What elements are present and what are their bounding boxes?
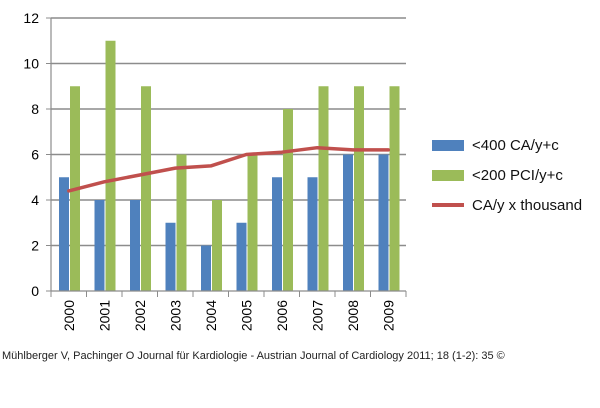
legend-label-pci: <200 PCI/y+c [472, 166, 563, 184]
x-tick-2007: 2007 [309, 300, 325, 331]
source-caption: Mühlberger V, Pachinger O Journal für Ka… [2, 350, 505, 362]
line-point-2007 [316, 146, 319, 149]
bar-ca-2000 [59, 177, 69, 291]
x-tick-2009: 2009 [380, 300, 396, 331]
y-tick-10: 10 [23, 56, 39, 72]
x-tick-2008: 2008 [345, 300, 361, 331]
line-point-2002 [138, 173, 141, 177]
bar-pci-2007 [318, 86, 329, 291]
bars [59, 40, 400, 291]
bar-ca-2009 [378, 154, 389, 291]
bar-pci-2001 [105, 40, 116, 291]
x-tick-labels: 2000 2001 2002 2003 2004 2005 2006 2007 2008 2009 [61, 300, 397, 331]
axes [46, 17, 407, 297]
x-tick-2002: 2002 [132, 300, 148, 331]
bar-ca-2006 [272, 177, 282, 291]
bar-ca-2004 [201, 245, 211, 291]
line-point-2006 [280, 151, 283, 154]
line-ca-thousand [67, 145, 391, 193]
x-tick-2000: 2000 [61, 300, 77, 331]
bar-pci-2005 [247, 154, 258, 291]
legend-swatch-ca [432, 139, 464, 151]
bar-pci-2006 [283, 109, 293, 291]
x-tick-2004: 2004 [203, 300, 219, 331]
bar-ca-2001 [94, 200, 105, 291]
x-tick-2006: 2006 [274, 300, 290, 331]
x-tick-2005: 2005 [238, 300, 254, 331]
y-tick-0: 0 [31, 283, 39, 299]
line-point-2001 [103, 180, 106, 183]
x-tick-2001: 2001 [96, 300, 112, 331]
bar-pci-2003 [176, 154, 187, 291]
bar-pci-2008 [354, 86, 364, 291]
line-point-2009 [387, 148, 390, 152]
legend: <400 CA/y+c <200 PCI/y+c CA/y x thousand [432, 130, 582, 220]
legend-item-pci: <200 PCI/y+c [432, 160, 582, 190]
y-tick-6: 6 [31, 147, 39, 163]
line-point-2003 [174, 166, 177, 170]
bar-ca-2007 [307, 177, 318, 291]
bar-pci-2004 [212, 200, 222, 291]
y-tick-2: 2 [31, 238, 39, 254]
bar-ca-2005 [236, 222, 247, 291]
legend-label-line: CA/y x thousand [472, 196, 583, 214]
y-tick-12: 12 [23, 10, 39, 26]
x-tick-2003: 2003 [167, 300, 183, 331]
legend-item-ca: <400 CA/y+c [432, 130, 582, 160]
bar-ca-2003 [165, 222, 176, 291]
y-tick-8: 8 [31, 101, 39, 117]
legend-item-line: CA/y x thousand [432, 190, 582, 220]
y-tick-4: 4 [31, 192, 39, 208]
bar-ca-2008 [343, 154, 353, 291]
legend-label-ca: <400 CA/y+c [472, 136, 559, 154]
legend-swatch-pci [432, 169, 464, 181]
bar-pci-2009 [389, 86, 400, 291]
line-point-2000 [67, 189, 70, 193]
line-point-2004 [209, 164, 212, 168]
line-series [67, 145, 391, 193]
y-tick-labels: 0 2 4 6 8 10 12 [23, 10, 39, 299]
bar-pci-2002 [141, 86, 151, 291]
bar-ca-2002 [130, 200, 140, 291]
line-point-2008 [351, 148, 354, 152]
legend-swatch-line [432, 203, 464, 207]
line-point-2005 [245, 153, 248, 156]
